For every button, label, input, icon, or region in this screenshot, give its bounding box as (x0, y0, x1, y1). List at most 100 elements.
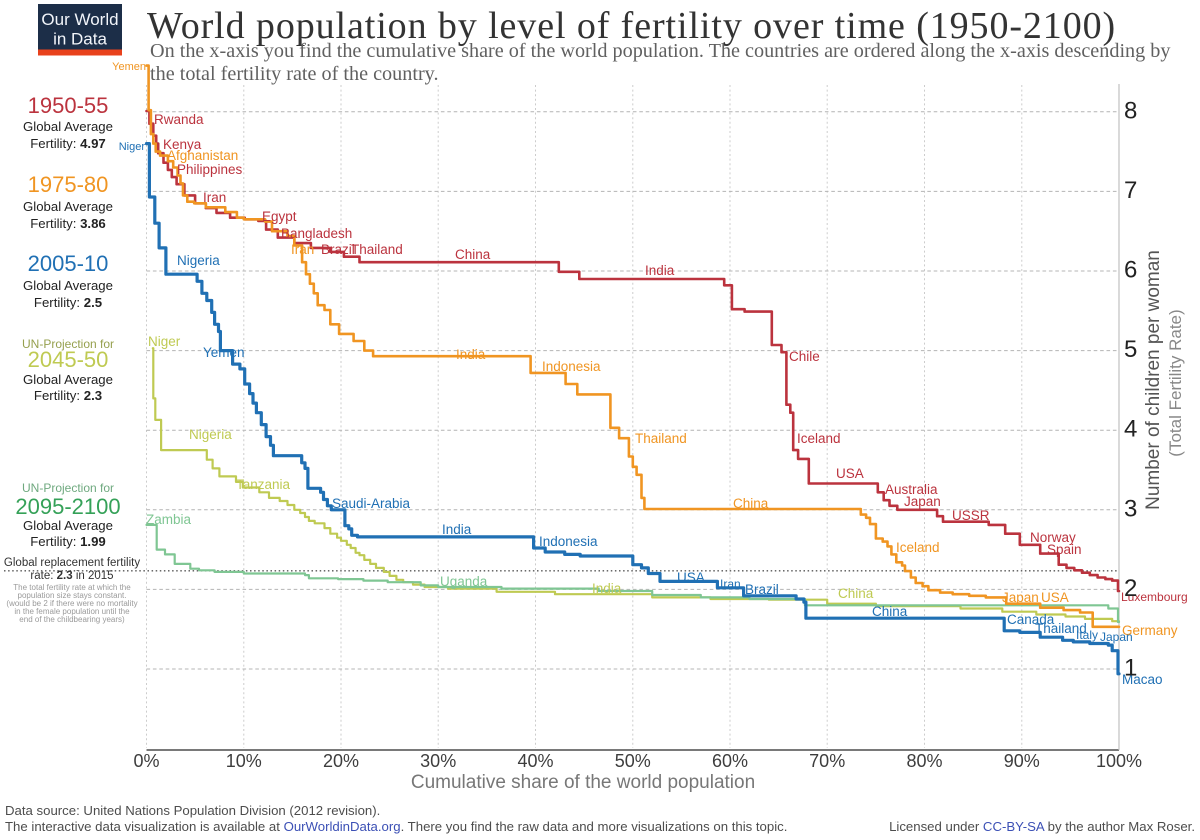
svg-text:in the female population until: in the female population until the (14, 607, 130, 616)
svg-text:3: 3 (1124, 495, 1137, 522)
svg-text:Global Average: Global Average (23, 199, 113, 214)
svg-text:UN-Projection for: UN-Projection for (22, 337, 114, 351)
svg-text:Nigeria: Nigeria (189, 427, 232, 442)
svg-text:Indonesia: Indonesia (542, 359, 601, 374)
svg-text:2095-2100: 2095-2100 (15, 494, 120, 519)
svg-text:Our World: Our World (41, 10, 118, 29)
svg-text:the total fertility rate of th: the total fertility rate of the country. (150, 63, 439, 85)
svg-text:40%: 40% (517, 751, 553, 771)
svg-text:Global replacement fertility: Global replacement fertility (4, 557, 140, 569)
svg-text:China: China (838, 586, 874, 601)
svg-text:Niger: Niger (148, 334, 181, 349)
svg-text:Uganda: Uganda (440, 574, 488, 589)
svg-text:4: 4 (1124, 416, 1137, 443)
svg-text:100%: 100% (1096, 751, 1142, 771)
svg-text:China: China (872, 604, 908, 619)
svg-text:Global Average: Global Average (23, 278, 113, 293)
svg-text:Yemen: Yemen (112, 61, 146, 73)
svg-text:Japan: Japan (1002, 590, 1039, 605)
svg-text:Zambia: Zambia (146, 512, 192, 527)
svg-text:Iran: Iran (720, 577, 741, 591)
svg-text:India: India (645, 263, 675, 278)
svg-text:Iceland: Iceland (896, 540, 940, 555)
svg-text:1: 1 (1124, 655, 1137, 682)
svg-text:Global Average: Global Average (23, 518, 113, 533)
svg-text:Brazil: Brazil (745, 582, 779, 597)
svg-text:USA: USA (836, 466, 864, 481)
svg-text:Chile: Chile (789, 349, 820, 364)
svg-text:(Total Fertility Rate): (Total Fertility Rate) (1166, 309, 1185, 456)
svg-text:Data source: United Nations Po: Data source: United Nations Population D… (5, 803, 380, 818)
svg-text:0%: 0% (133, 751, 159, 771)
svg-text:China: China (455, 247, 491, 262)
svg-text:70%: 70% (809, 751, 845, 771)
svg-text:Japan: Japan (904, 494, 941, 509)
svg-text:Japan: Japan (1100, 630, 1133, 644)
svg-text:India: India (592, 581, 622, 596)
svg-text:The total fertility rate at wh: The total fertility rate at which the (13, 583, 131, 592)
svg-text:population size stays constant: population size stays constant. (18, 591, 127, 600)
svg-text:Fertility: 1.99: Fertility: 1.99 (30, 534, 106, 549)
svg-text:On the x-axis you find the cum: On the x-axis you find the cumulative sh… (150, 40, 1171, 62)
svg-text:Norway: Norway (1030, 530, 1076, 545)
svg-text:Tanzania: Tanzania (236, 477, 291, 492)
svg-text:Italy: Italy (1076, 628, 1098, 642)
svg-text:6: 6 (1124, 257, 1137, 284)
svg-text:50%: 50% (615, 751, 651, 771)
svg-text:Philippines: Philippines (177, 162, 243, 177)
svg-text:Spain: Spain (1047, 542, 1082, 557)
svg-text:Saudi-Arabia: Saudi-Arabia (332, 496, 411, 511)
svg-text:Nigeria: Nigeria (177, 253, 220, 268)
svg-text:Kenya: Kenya (163, 137, 202, 152)
svg-text:1975-80: 1975-80 (28, 172, 109, 197)
svg-text:end of the childbearing years): end of the childbearing years) (19, 615, 125, 624)
svg-text:Yemen: Yemen (203, 345, 245, 360)
svg-text:20%: 20% (323, 751, 359, 771)
svg-text:Brazil: Brazil (321, 242, 355, 257)
svg-text:UN-Projection for: UN-Projection for (22, 481, 114, 495)
svg-text:Thailand: Thailand (1035, 621, 1087, 636)
svg-text:Germany: Germany (1122, 623, 1178, 638)
svg-text:Fertility: 2.5: Fertility: 2.5 (34, 295, 102, 310)
svg-text:Number of children per woman: Number of children per woman (1143, 250, 1164, 510)
svg-text:Egypt: Egypt (262, 209, 297, 224)
svg-text:10%: 10% (226, 751, 262, 771)
svg-text:8: 8 (1124, 97, 1137, 124)
svg-text:(would be 2 if there were no m: (would be 2 if there were no mortality (6, 599, 137, 608)
svg-text:India: India (442, 522, 472, 537)
svg-text:Rwanda: Rwanda (154, 112, 204, 127)
svg-text:Australia: Australia (885, 482, 938, 497)
svg-text:Thailand: Thailand (635, 431, 687, 446)
svg-text:Iran: Iran (291, 242, 314, 257)
svg-text:USA: USA (1041, 590, 1069, 605)
svg-text:Luxembourg: Luxembourg (1121, 590, 1188, 604)
svg-text:60%: 60% (712, 751, 748, 771)
svg-text:World population by level of f: World population by level of fertility o… (147, 5, 1116, 47)
svg-text:Global Average: Global Average (23, 119, 113, 134)
svg-text:2045-50: 2045-50 (28, 347, 109, 372)
svg-text:Afghanistan: Afghanistan (167, 148, 238, 163)
svg-text:China: China (733, 496, 769, 511)
svg-text:USA: USA (677, 570, 705, 585)
svg-text:1950-55: 1950-55 (28, 93, 109, 118)
svg-text:Macao: Macao (1122, 672, 1163, 687)
svg-text:Bangladesh: Bangladesh (281, 226, 352, 241)
svg-text:USSR: USSR (952, 508, 990, 523)
svg-text:7: 7 (1124, 177, 1137, 204)
svg-text:Iceland: Iceland (797, 431, 841, 446)
svg-text:The interactive data visualiza: The interactive data visualization is av… (5, 819, 787, 834)
svg-text:Fertility: 2.3: Fertility: 2.3 (34, 388, 102, 403)
svg-text:in Data: in Data (53, 30, 107, 49)
svg-text:2005-10: 2005-10 (28, 251, 109, 276)
svg-text:Iran: Iran (203, 190, 226, 205)
svg-text:India: India (456, 347, 486, 362)
svg-text:90%: 90% (1004, 751, 1040, 771)
svg-text:Niger: Niger (119, 141, 146, 153)
svg-text:Indonesia: Indonesia (539, 534, 598, 549)
svg-text:Licensed under CC-BY-SA by the: Licensed under CC-BY-SA by the author Ma… (889, 819, 1195, 834)
svg-text:Fertility: 4.97: Fertility: 4.97 (30, 136, 106, 151)
svg-text:30%: 30% (420, 751, 456, 771)
svg-text:5: 5 (1124, 336, 1137, 363)
svg-text:2: 2 (1124, 575, 1137, 602)
svg-text:rate: 2.3 in 2015: rate: 2.3 in 2015 (30, 570, 113, 582)
